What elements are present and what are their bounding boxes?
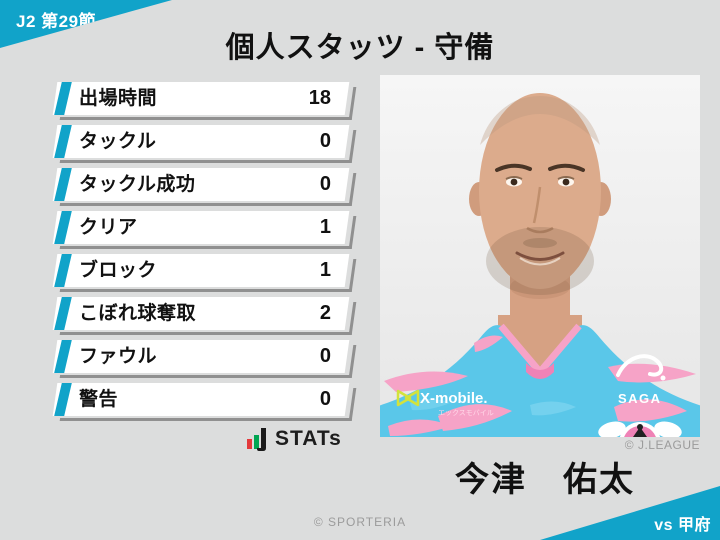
matchday-label: J2 第29節 — [16, 12, 97, 31]
bar-chart-icon — [247, 428, 266, 451]
stat-label: クリア — [79, 217, 138, 238]
jersey-sponsor-text: X-mobile. — [420, 390, 488, 407]
stat-row: ファウル 0 — [52, 340, 357, 378]
opponent-label: vs 甲府 — [654, 517, 711, 534]
stat-value: 2 — [319, 302, 331, 324]
stat-row: 出場時間 18 — [52, 82, 357, 120]
stat-value: 0 — [319, 388, 331, 410]
jersey-sponsor-subtext: エックスモバイル — [438, 409, 494, 417]
stat-row: ブロック 1 — [52, 254, 357, 292]
player-name: 今津 佑太 — [455, 461, 635, 499]
jersey-badge-text: SAGA — [618, 391, 662, 406]
stat-label: ファウル — [79, 346, 158, 367]
stat-label: ブロック — [79, 260, 158, 281]
stat-value: 0 — [319, 173, 331, 195]
stat-label: 警告 — [79, 389, 119, 410]
stats-logo-text: STATs — [275, 427, 342, 450]
stat-label: 出場時間 — [79, 88, 158, 109]
stat-label: タックル — [79, 131, 157, 152]
club-crest-icon — [598, 421, 682, 437]
stat-value: 0 — [319, 130, 331, 152]
stat-label: タックル成功 — [79, 174, 196, 195]
stat-row: タックル成功 0 — [52, 168, 357, 206]
stat-row: タックル 0 — [52, 125, 357, 163]
stat-row: 警告 0 — [52, 383, 357, 421]
player-portrait-illustration: X-mobile. エックスモバイル SAGA — [380, 75, 700, 437]
stats-logo: STATs — [247, 425, 342, 451]
photo-credit: © J.LEAGUE — [624, 438, 700, 452]
stat-label: こぼれ球奪取 — [79, 303, 197, 324]
stats-list: 出場時間 18 タックル 0 タックル成功 0 クリア 1 ブロック 1 こぼれ… — [52, 82, 357, 426]
stat-value: 18 — [308, 87, 331, 109]
stat-row: クリア 1 — [52, 211, 357, 249]
stat-row: こぼれ球奪取 2 — [52, 297, 357, 335]
player-photo: X-mobile. エックスモバイル SAGA — [380, 75, 700, 437]
stat-value: 0 — [319, 345, 331, 367]
stat-value: 1 — [319, 216, 331, 238]
stat-value: 1 — [319, 259, 331, 281]
site-credit: © SPORTERIA — [313, 515, 407, 529]
page-title: 個人スタッツ - 守備 — [225, 32, 495, 64]
